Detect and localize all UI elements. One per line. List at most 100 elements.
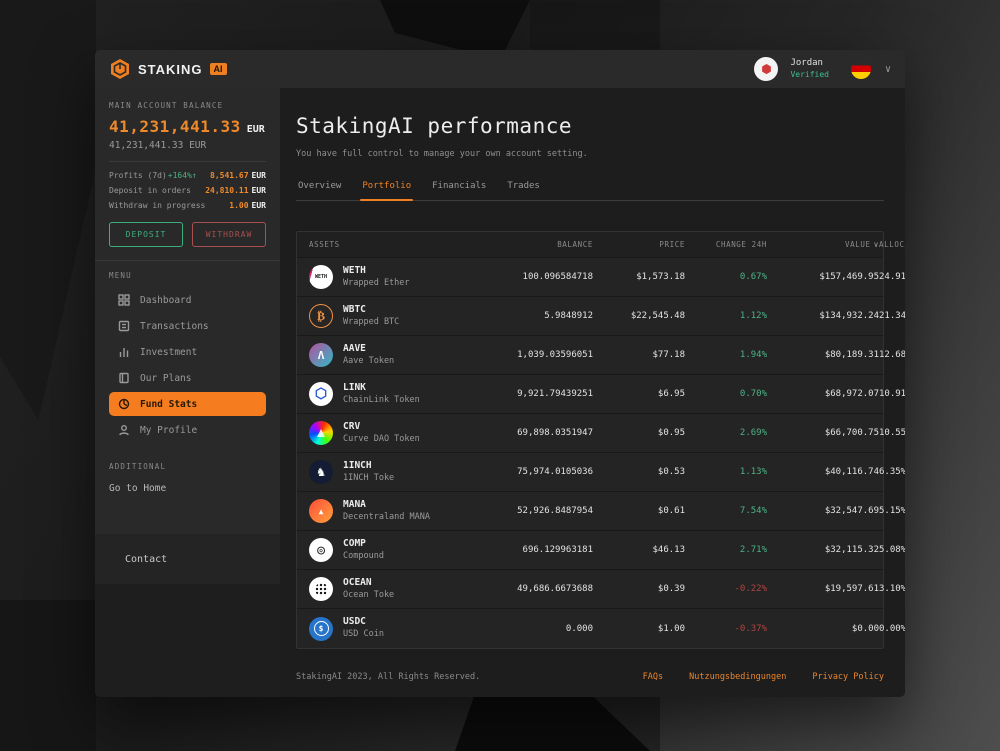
asset-allocation: 3.10%: [879, 584, 905, 594]
stat-currency: EUR: [251, 186, 266, 195]
asset-balance: 0.000: [565, 623, 593, 634]
sidebar-item-label: Investment: [140, 346, 198, 358]
menu-label: MENU: [109, 271, 132, 280]
stat-currency: EUR: [251, 201, 266, 210]
asset-change: 2.71%: [739, 545, 767, 555]
sidebar-item-investment[interactable]: Investment: [109, 340, 266, 364]
withdraw-button[interactable]: WITHDRAW: [192, 222, 266, 247]
asset-value: $134,932.24: [819, 311, 879, 321]
tab-financials[interactable]: Financials: [432, 181, 487, 191]
profits-row: Profits (7d) +164%↑ 8,541.67 EUR: [109, 171, 266, 180]
asset-allocation: 10.91%: [879, 389, 905, 399]
dashboard-icon: [118, 294, 130, 306]
sidebar-item-our-plans[interactable]: Our Plans: [109, 366, 266, 390]
copyright-text: StakingAI 2023, All Rights Reserved.: [296, 672, 481, 682]
sidebar-item-fund-stats[interactable]: Fund Stats: [109, 392, 266, 416]
background-shape: [0, 0, 96, 420]
asset-price: $77.18: [652, 350, 685, 360]
asset-allocation: 0.00%: [879, 623, 905, 634]
asset-change: 0.70%: [739, 389, 767, 399]
asset-name: Wrapped BTC: [343, 316, 400, 327]
language-flag-germany[interactable]: [850, 59, 871, 79]
footer-link-faqs[interactable]: FAQs: [642, 672, 664, 682]
link-icon: [309, 382, 333, 406]
brand-badge: AI: [209, 63, 227, 75]
asset-symbol: WBTC: [343, 303, 366, 315]
go-to-home-link[interactable]: Go to Home: [109, 483, 167, 494]
user-name: Jordan: [790, 57, 823, 68]
mana-icon: [309, 499, 333, 523]
sidebar-item-label: Our Plans: [140, 372, 192, 384]
sidebar-item-label: Fund Stats: [140, 398, 198, 410]
asset-value: $0.00: [851, 623, 879, 634]
asset-allocation: 5.15%: [879, 506, 905, 516]
asset-allocation: 5.08%: [879, 545, 905, 555]
main-content: StakingAI performance You have full cont…: [280, 88, 905, 697]
secondary-balance: 41,231,441.33 EUR: [109, 140, 207, 151]
app-window: STAKING AI ⬢ Jordan Verified ∨ MAIN ACCO…: [95, 50, 905, 697]
deposit-button[interactable]: DEPOSIT: [109, 222, 183, 247]
verified-badge: Verified: [790, 69, 829, 79]
footer-link-terms[interactable]: Nutzungsbedingungen: [689, 672, 787, 682]
sidebar: MAIN ACCOUNT BALANCE 41,231,441.33 EUR 4…: [95, 88, 280, 697]
asset-balance: 9,921.79439251: [517, 389, 593, 399]
tab-overview[interactable]: Overview: [298, 181, 342, 191]
crv-icon: [309, 421, 333, 445]
contact-link[interactable]: Contact: [95, 534, 280, 584]
user-menu[interactable]: ⬢ Jordan Verified ∨: [754, 57, 891, 81]
sidebar-item-my-profile[interactable]: My Profile: [109, 418, 266, 442]
asset-name: Aave Token: [343, 355, 395, 366]
ocean-icon: [309, 577, 333, 601]
page-title: StakingAI performance: [296, 114, 573, 138]
asset-price: $6.95: [657, 389, 685, 399]
stat-label: Withdraw in progress: [109, 201, 206, 210]
chevron-down-icon[interactable]: ∨: [884, 63, 891, 75]
sidebar-item-dashboard[interactable]: Dashboard: [109, 288, 266, 312]
asset-balance: 696.129963181: [522, 545, 593, 555]
plans-book-icon: [119, 372, 129, 384]
asset-price: $1.00: [657, 623, 685, 634]
sidebar-item-transactions[interactable]: Transactions: [109, 314, 266, 338]
asset-balance: 100.096584718: [522, 272, 593, 282]
asset-name: Ocean Toke: [343, 589, 395, 600]
asset-allocation: 10.55%: [879, 428, 905, 438]
col-balance: BALANCE: [557, 240, 593, 249]
col-allocation: ALLOCATION: [879, 240, 905, 249]
asset-value: $68,972.07: [824, 389, 879, 399]
col-value-sortable[interactable]: VALUE ∨: [845, 240, 879, 249]
sidebar-item-label: Dashboard: [140, 294, 192, 306]
stat-label: Profits (7d): [109, 171, 167, 180]
tab-portfolio[interactable]: Portfolio: [360, 181, 413, 201]
brand-name: STAKING: [138, 61, 203, 77]
asset-value: $19,597.61: [824, 584, 879, 594]
tab-trades[interactable]: Trades: [507, 181, 540, 191]
asset-allocation: 24.91%: [879, 272, 905, 282]
avatar: ⬢: [754, 57, 779, 81]
staking-logo-icon: [111, 59, 129, 79]
sidebar-menu: MENU Dashboard Transactions: [95, 260, 280, 442]
1inch-icon: [309, 460, 333, 484]
profits-delta: +164%↑: [167, 171, 197, 180]
col-price: PRICE: [659, 240, 685, 249]
asset-price: $46.13: [652, 545, 685, 555]
table-row[interactable]: CRV Curve DAO Token 69,898.0351947 $0.95 …: [297, 414, 905, 453]
asset-value: $32,547.69: [824, 506, 879, 516]
asset-symbol: AAVE: [343, 342, 366, 354]
usdc-icon: [309, 616, 333, 641]
additional-label: ADDITIONAL: [109, 462, 167, 471]
footer-link-privacy[interactable]: Privacy Policy: [812, 672, 884, 682]
brand-logo[interactable]: STAKING AI: [109, 58, 227, 80]
col-change: CHANGE 24H: [715, 240, 767, 249]
background-shape: [0, 600, 96, 751]
asset-symbol: MANA: [343, 498, 366, 510]
asset-name: 1INCH Toke: [343, 472, 395, 483]
table-row[interactable]: OCEAN Ocean Toke 49,686.6673688 $0.39 -0.…: [297, 570, 905, 609]
